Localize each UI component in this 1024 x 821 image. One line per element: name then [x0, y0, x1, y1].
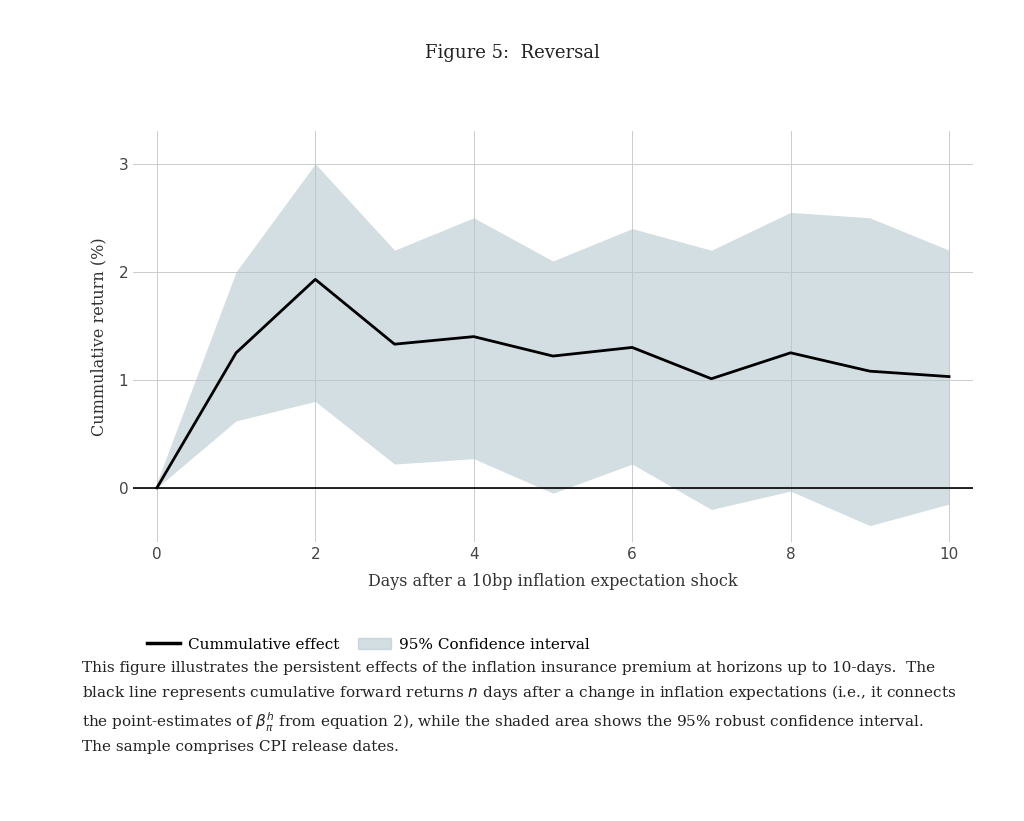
Text: This figure illustrates the persistent effects of the inflation insurance premiu: This figure illustrates the persistent e…	[82, 661, 956, 754]
Legend: Cummulative effect, 95% Confidence interval: Cummulative effect, 95% Confidence inter…	[140, 631, 596, 658]
Text: Figure 5:  Reversal: Figure 5: Reversal	[425, 44, 599, 62]
Y-axis label: Cummulative return (%): Cummulative return (%)	[90, 237, 108, 436]
X-axis label: Days after a 10bp inflation expectation shock: Days after a 10bp inflation expectation …	[369, 573, 737, 589]
